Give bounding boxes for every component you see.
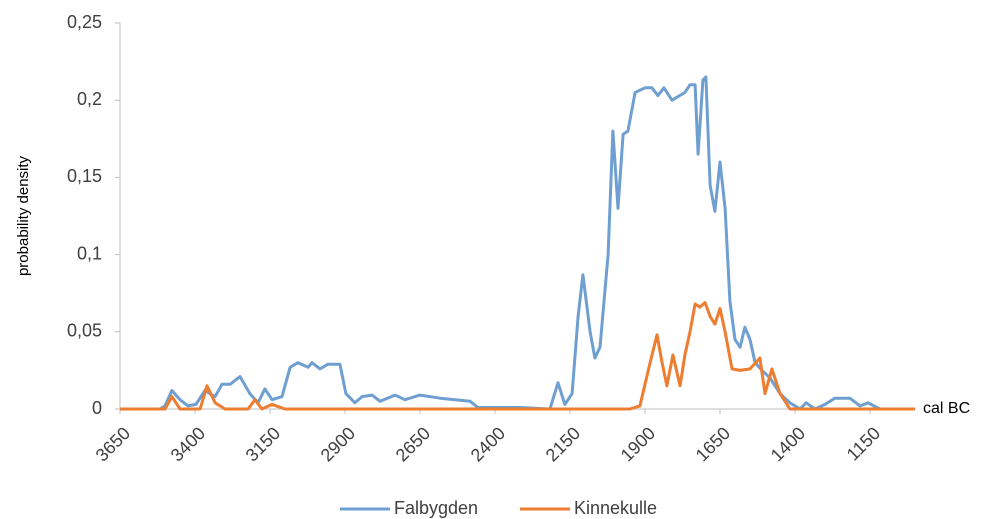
x-tick-label: 2150 (542, 423, 584, 465)
y-tick-label: 0,15 (67, 166, 102, 186)
x-axis-label: cal BC (923, 400, 970, 417)
x-tick-label: 2900 (317, 423, 359, 465)
data-line (120, 301, 915, 411)
y-tick-label: 0,25 (67, 12, 102, 32)
y-axis-label: probability density (15, 155, 32, 276)
x-tick-label: 3400 (167, 423, 209, 465)
x-tick-label: 1150 (843, 423, 885, 465)
y-tick-label: 0,1 (77, 243, 102, 263)
legend-label: Falbygden (394, 498, 478, 518)
x-tick-label: 1900 (617, 423, 659, 465)
y-tick-label: 0 (92, 398, 102, 418)
data-line (120, 75, 915, 411)
x-tick-label: 1400 (767, 423, 809, 465)
x-tick-label: 3650 (92, 423, 134, 465)
x-tick-label: 3150 (242, 423, 284, 465)
x-tick-label: 2400 (467, 423, 509, 465)
legend-label: Kinnekulle (574, 498, 657, 518)
y-tick-label: 0,2 (77, 89, 102, 109)
y-tick-label: 0,05 (67, 321, 102, 341)
x-tick-label: 1650 (692, 423, 734, 465)
x-tick-label: 2650 (392, 423, 434, 465)
